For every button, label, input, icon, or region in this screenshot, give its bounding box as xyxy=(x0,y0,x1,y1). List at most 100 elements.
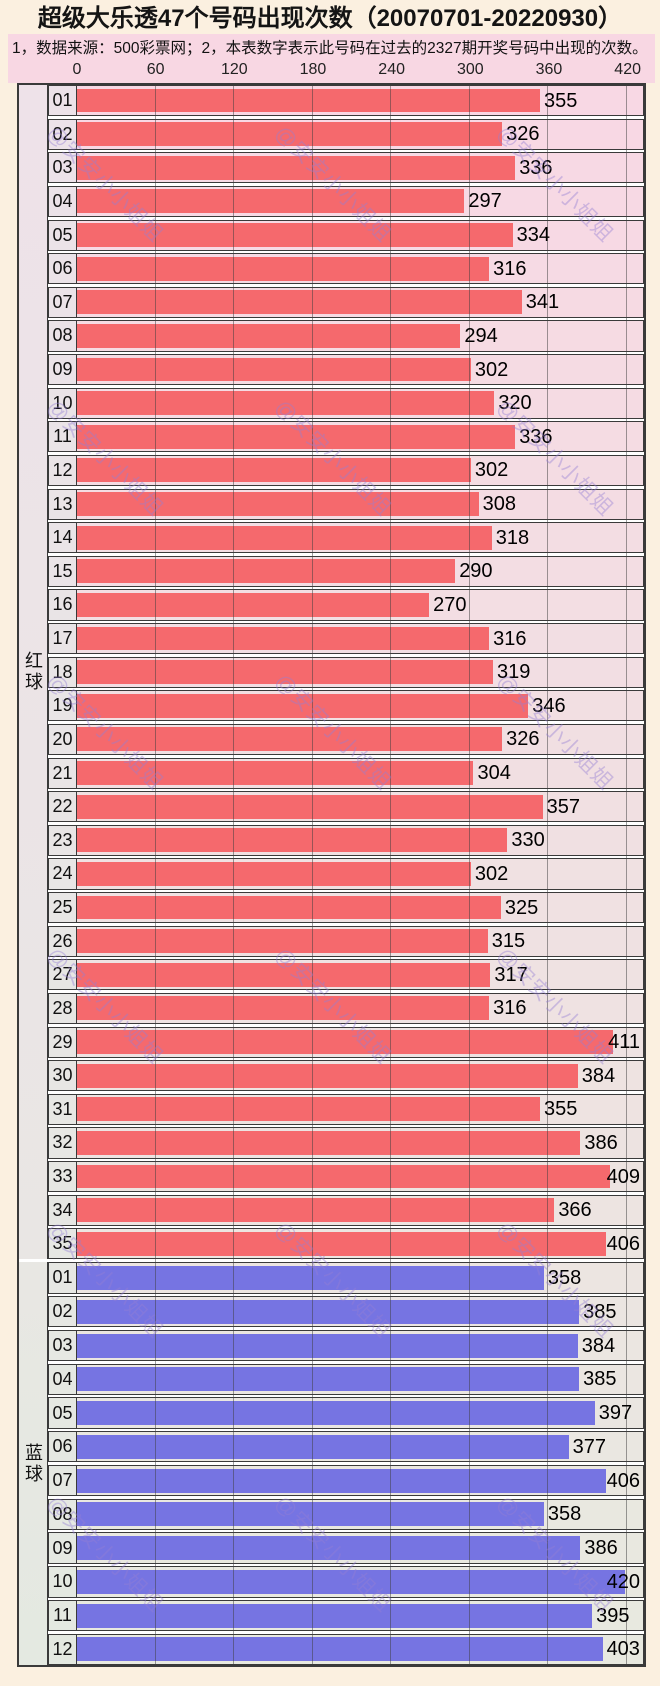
table-row: 07 406 xyxy=(48,1464,644,1497)
number-label: 08 xyxy=(49,1499,77,1529)
number-label: 06 xyxy=(49,1432,77,1462)
table-row: 34 366 xyxy=(48,1194,644,1226)
value-label: 302 xyxy=(474,358,509,381)
bar xyxy=(77,626,490,651)
x-axis: 0 60 120 180 240 300 360 420 xyxy=(73,60,646,80)
table-row: 24 302 xyxy=(48,858,644,890)
value-label: 326 xyxy=(506,123,540,146)
source-note: 1，数据来源：500彩票网；2，本表数字表示此号码在过去的2327期开奖号码中出… xyxy=(12,40,648,57)
bar xyxy=(77,1231,607,1256)
x-tick-label: 420 xyxy=(614,61,641,78)
value-label: 355 xyxy=(543,89,578,112)
bar xyxy=(77,223,513,247)
bar xyxy=(77,525,492,550)
number-label: 29 xyxy=(49,1027,77,1057)
bar-track: 355 xyxy=(77,86,643,116)
bar-track: 397 xyxy=(77,1398,643,1428)
bar-track: 320 xyxy=(77,388,643,418)
value-label: 386 xyxy=(584,1131,618,1154)
number-label: 14 xyxy=(49,523,77,553)
number-label: 16 xyxy=(49,590,77,620)
x-tick-label: 240 xyxy=(378,61,405,78)
value-label: 395 xyxy=(596,1604,630,1627)
table-row: 10 420 xyxy=(48,1566,644,1598)
bar xyxy=(77,1198,555,1223)
group-header-cell: 蓝球 xyxy=(19,1262,48,1665)
x-tick-label: 360 xyxy=(535,61,563,78)
value-label: 385 xyxy=(583,1368,617,1391)
table-row: 30 384 xyxy=(48,1060,644,1092)
table-row: 09 302 xyxy=(48,354,644,386)
table-row: 19 346 xyxy=(48,690,644,722)
bar-track: 336 xyxy=(77,422,643,452)
bar-track: 318 xyxy=(77,523,643,553)
bar xyxy=(77,1569,625,1594)
bar-track: 377 xyxy=(77,1432,643,1462)
table-row: 21 304 xyxy=(48,757,644,789)
bar xyxy=(77,1434,569,1459)
bar-track: 411 xyxy=(77,1027,643,1057)
number-label: 01 xyxy=(49,1263,77,1293)
group-label: 蓝球 xyxy=(23,1442,43,1485)
bar-track: 386 xyxy=(77,1128,643,1158)
bar xyxy=(77,492,479,516)
value-label: 302 xyxy=(474,459,509,482)
number-label: 08 xyxy=(49,321,77,351)
table-row: 31 355 xyxy=(48,1093,644,1125)
table-row: 13 308 xyxy=(48,488,644,520)
table-row: 33 409 xyxy=(48,1161,644,1193)
page-title: 超级大乐透47个号码出现次数（20070701-20220930） xyxy=(37,5,623,32)
x-tick-label: 120 xyxy=(220,61,248,78)
bar xyxy=(77,929,488,954)
blue-ball-section: 蓝球 01 358 02 385 03 384 04 385 05 397 xyxy=(19,1262,644,1666)
bar xyxy=(77,996,490,1021)
number-label: 24 xyxy=(49,859,77,889)
table-row: 20 326 xyxy=(48,723,644,755)
bar-track: 316 xyxy=(77,254,643,284)
bar xyxy=(77,828,508,853)
header-band: 1，数据来源：500彩票网；2，本表数字表示此号码在过去的2327期开奖号码中出… xyxy=(8,34,655,83)
bar xyxy=(77,1502,544,1527)
number-label: 09 xyxy=(49,355,77,385)
value-label: 320 xyxy=(498,392,532,415)
bar-track: 302 xyxy=(77,355,643,385)
number-label: 05 xyxy=(49,1398,77,1428)
table-row: 11 395 xyxy=(48,1600,644,1632)
value-label: 316 xyxy=(493,627,527,650)
number-label: 17 xyxy=(49,624,77,654)
bar xyxy=(77,1030,613,1054)
number-label: 18 xyxy=(49,657,77,687)
bar xyxy=(77,424,516,449)
number-label: 12 xyxy=(49,1634,77,1665)
rows-container: 01 355 02 326 03 336 04 297 05 334 xyxy=(48,85,644,1260)
table-row: 01 358 xyxy=(48,1262,644,1294)
bar-track: 319 xyxy=(77,657,643,687)
value-label: 308 xyxy=(482,493,517,516)
value-label: 326 xyxy=(506,728,540,751)
table-row: 12 302 xyxy=(48,454,644,486)
x-tick-label: 300 xyxy=(456,61,484,78)
bar-track: 294 xyxy=(77,321,643,351)
bar-track: 358 xyxy=(77,1263,643,1293)
number-label: 02 xyxy=(49,119,77,149)
table-row: 16 270 xyxy=(48,589,644,621)
bar xyxy=(77,693,529,718)
bar xyxy=(77,559,456,584)
number-label: 04 xyxy=(49,1364,77,1394)
table-row: 32 386 xyxy=(48,1127,644,1159)
bar xyxy=(77,727,503,752)
number-label: 13 xyxy=(49,489,77,519)
table-row: 02 385 xyxy=(48,1296,644,1328)
number-label: 07 xyxy=(49,287,77,317)
bar xyxy=(77,794,543,819)
number-label: 03 xyxy=(49,153,77,183)
number-label: 35 xyxy=(49,1229,77,1259)
number-label: 06 xyxy=(49,254,77,284)
bar xyxy=(77,761,474,785)
bar-track: 346 xyxy=(77,691,643,721)
group-label: 红球 xyxy=(23,651,43,694)
value-label: 411 xyxy=(608,1031,640,1054)
table-row: 06 377 xyxy=(48,1431,644,1463)
bar xyxy=(77,122,503,147)
number-label: 09 xyxy=(49,1533,77,1563)
